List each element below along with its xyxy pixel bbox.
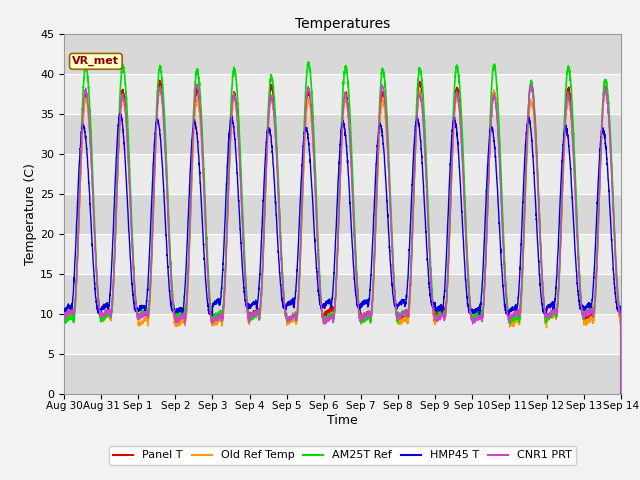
Line: HMP45 T: HMP45 T [64, 113, 621, 395]
Bar [64, 73, 621, 114]
HMP45 T [467, 308, 475, 314]
Bar [64, 154, 621, 193]
Line: AM25T Ref: AM25T Ref [64, 62, 621, 392]
CNR1 PRT [160, 126, 168, 132]
AM25T Ref [60, 317, 68, 323]
AM25T Ref [322, 315, 330, 321]
Bar [64, 234, 621, 274]
Old Ref Temp [467, 314, 475, 320]
Line: CNR1 PRT: CNR1 PRT [64, 84, 621, 393]
Bar [64, 354, 621, 394]
AM25T Ref [160, 107, 168, 113]
AM25T Ref [499, 217, 507, 223]
Y-axis label: Temperature (C): Temperature (C) [24, 163, 37, 264]
Bar [64, 193, 621, 234]
Panel T [467, 309, 475, 314]
Line: Old Ref Temp: Old Ref Temp [64, 87, 621, 391]
HMP45 T [116, 110, 124, 116]
HMP45 T [161, 194, 168, 200]
CNR1 PRT [193, 81, 200, 87]
Panel T [60, 312, 68, 318]
Panel T [616, 313, 624, 319]
Panel T [499, 228, 507, 234]
Panel T [617, 389, 625, 395]
Panel T [156, 77, 163, 83]
Old Ref Temp [616, 319, 624, 324]
CNR1 PRT [499, 234, 507, 240]
Old Ref Temp [499, 229, 507, 235]
AM25T Ref [617, 389, 625, 395]
Old Ref Temp [322, 316, 330, 322]
HMP45 T [499, 284, 507, 289]
Title: Temperatures: Temperatures [295, 17, 390, 31]
CNR1 PRT [467, 316, 475, 322]
Bar [64, 34, 621, 73]
CNR1 PRT [436, 312, 444, 318]
HMP45 T [322, 300, 330, 306]
Panel T [436, 309, 444, 314]
Old Ref Temp [617, 388, 625, 394]
Legend: Panel T, Old Ref Temp, AM25T Ref, HMP45 T, CNR1 PRT: Panel T, Old Ref Temp, AM25T Ref, HMP45 … [109, 446, 576, 465]
CNR1 PRT [617, 390, 625, 396]
Old Ref Temp [161, 129, 168, 134]
CNR1 PRT [60, 312, 68, 318]
Bar [64, 114, 621, 154]
HMP45 T [60, 308, 68, 313]
AM25T Ref [305, 59, 312, 65]
Panel T [161, 121, 168, 127]
Bar [64, 313, 621, 354]
AM25T Ref [616, 311, 624, 317]
Old Ref Temp [436, 312, 444, 318]
HMP45 T [616, 307, 624, 313]
HMP45 T [617, 392, 625, 397]
Text: VR_met: VR_met [72, 56, 119, 66]
CNR1 PRT [322, 317, 330, 323]
AM25T Ref [467, 309, 475, 315]
AM25T Ref [436, 312, 444, 318]
Line: Panel T: Panel T [64, 80, 621, 392]
Bar [64, 274, 621, 313]
HMP45 T [436, 305, 444, 311]
X-axis label: Time: Time [327, 414, 358, 427]
CNR1 PRT [616, 313, 624, 319]
Old Ref Temp [60, 317, 68, 323]
Panel T [322, 311, 330, 317]
Old Ref Temp [157, 84, 164, 90]
